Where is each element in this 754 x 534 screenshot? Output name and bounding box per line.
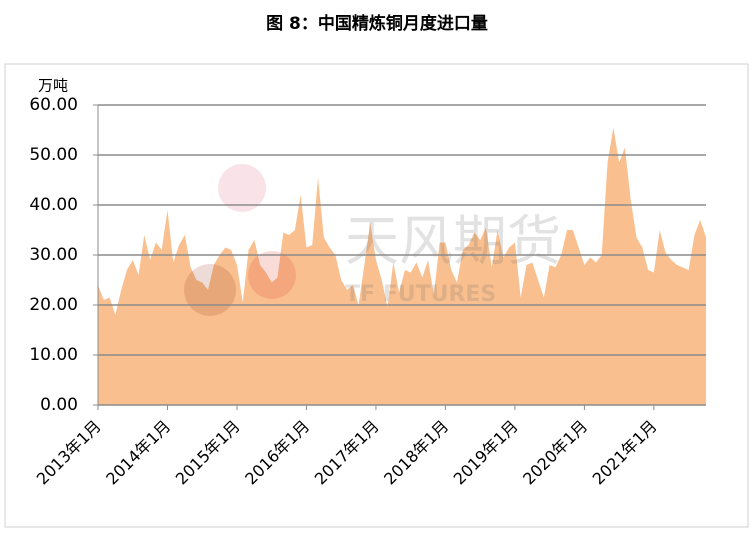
chart-title: 图 8：中国精炼铜月度进口量 [266, 13, 488, 34]
watermark-text: TF FUTURES [345, 282, 496, 307]
x-tick-label: 2017年1月 [311, 416, 383, 488]
y-unit-label: 万吨 [38, 77, 68, 95]
y-tick-label: 60.00 [29, 95, 78, 115]
chart-frame [4, 63, 749, 528]
y-tick-label: 40.00 [29, 195, 78, 215]
y-tick-label: 0.00 [40, 395, 78, 415]
x-tick-label: 2021年1月 [589, 416, 661, 488]
x-tick-label: 2013年1月 [33, 416, 105, 488]
y-tick-label: 10.00 [29, 345, 78, 365]
x-tick-label: 2018年1月 [380, 416, 452, 488]
watermark-logo [248, 251, 296, 299]
watermark-text: 天风期货 [345, 210, 561, 273]
x-tick-label: 2016年1月 [241, 416, 313, 488]
y-tick-label: 50.00 [29, 145, 78, 165]
watermark-logo [218, 164, 266, 212]
x-tick-label: 2020年1月 [519, 416, 591, 488]
y-tick-label: 20.00 [29, 295, 78, 315]
x-tick-label: 2019年1月 [450, 416, 522, 488]
watermark: 天风期货 TF FUTURES [184, 164, 561, 316]
y-tick-label: 30.00 [29, 245, 78, 265]
area [98, 127, 706, 405]
x-tick-label: 2015年1月 [172, 416, 244, 488]
x-tick-label: 2014年1月 [102, 416, 174, 488]
watermark-logo [184, 264, 236, 316]
